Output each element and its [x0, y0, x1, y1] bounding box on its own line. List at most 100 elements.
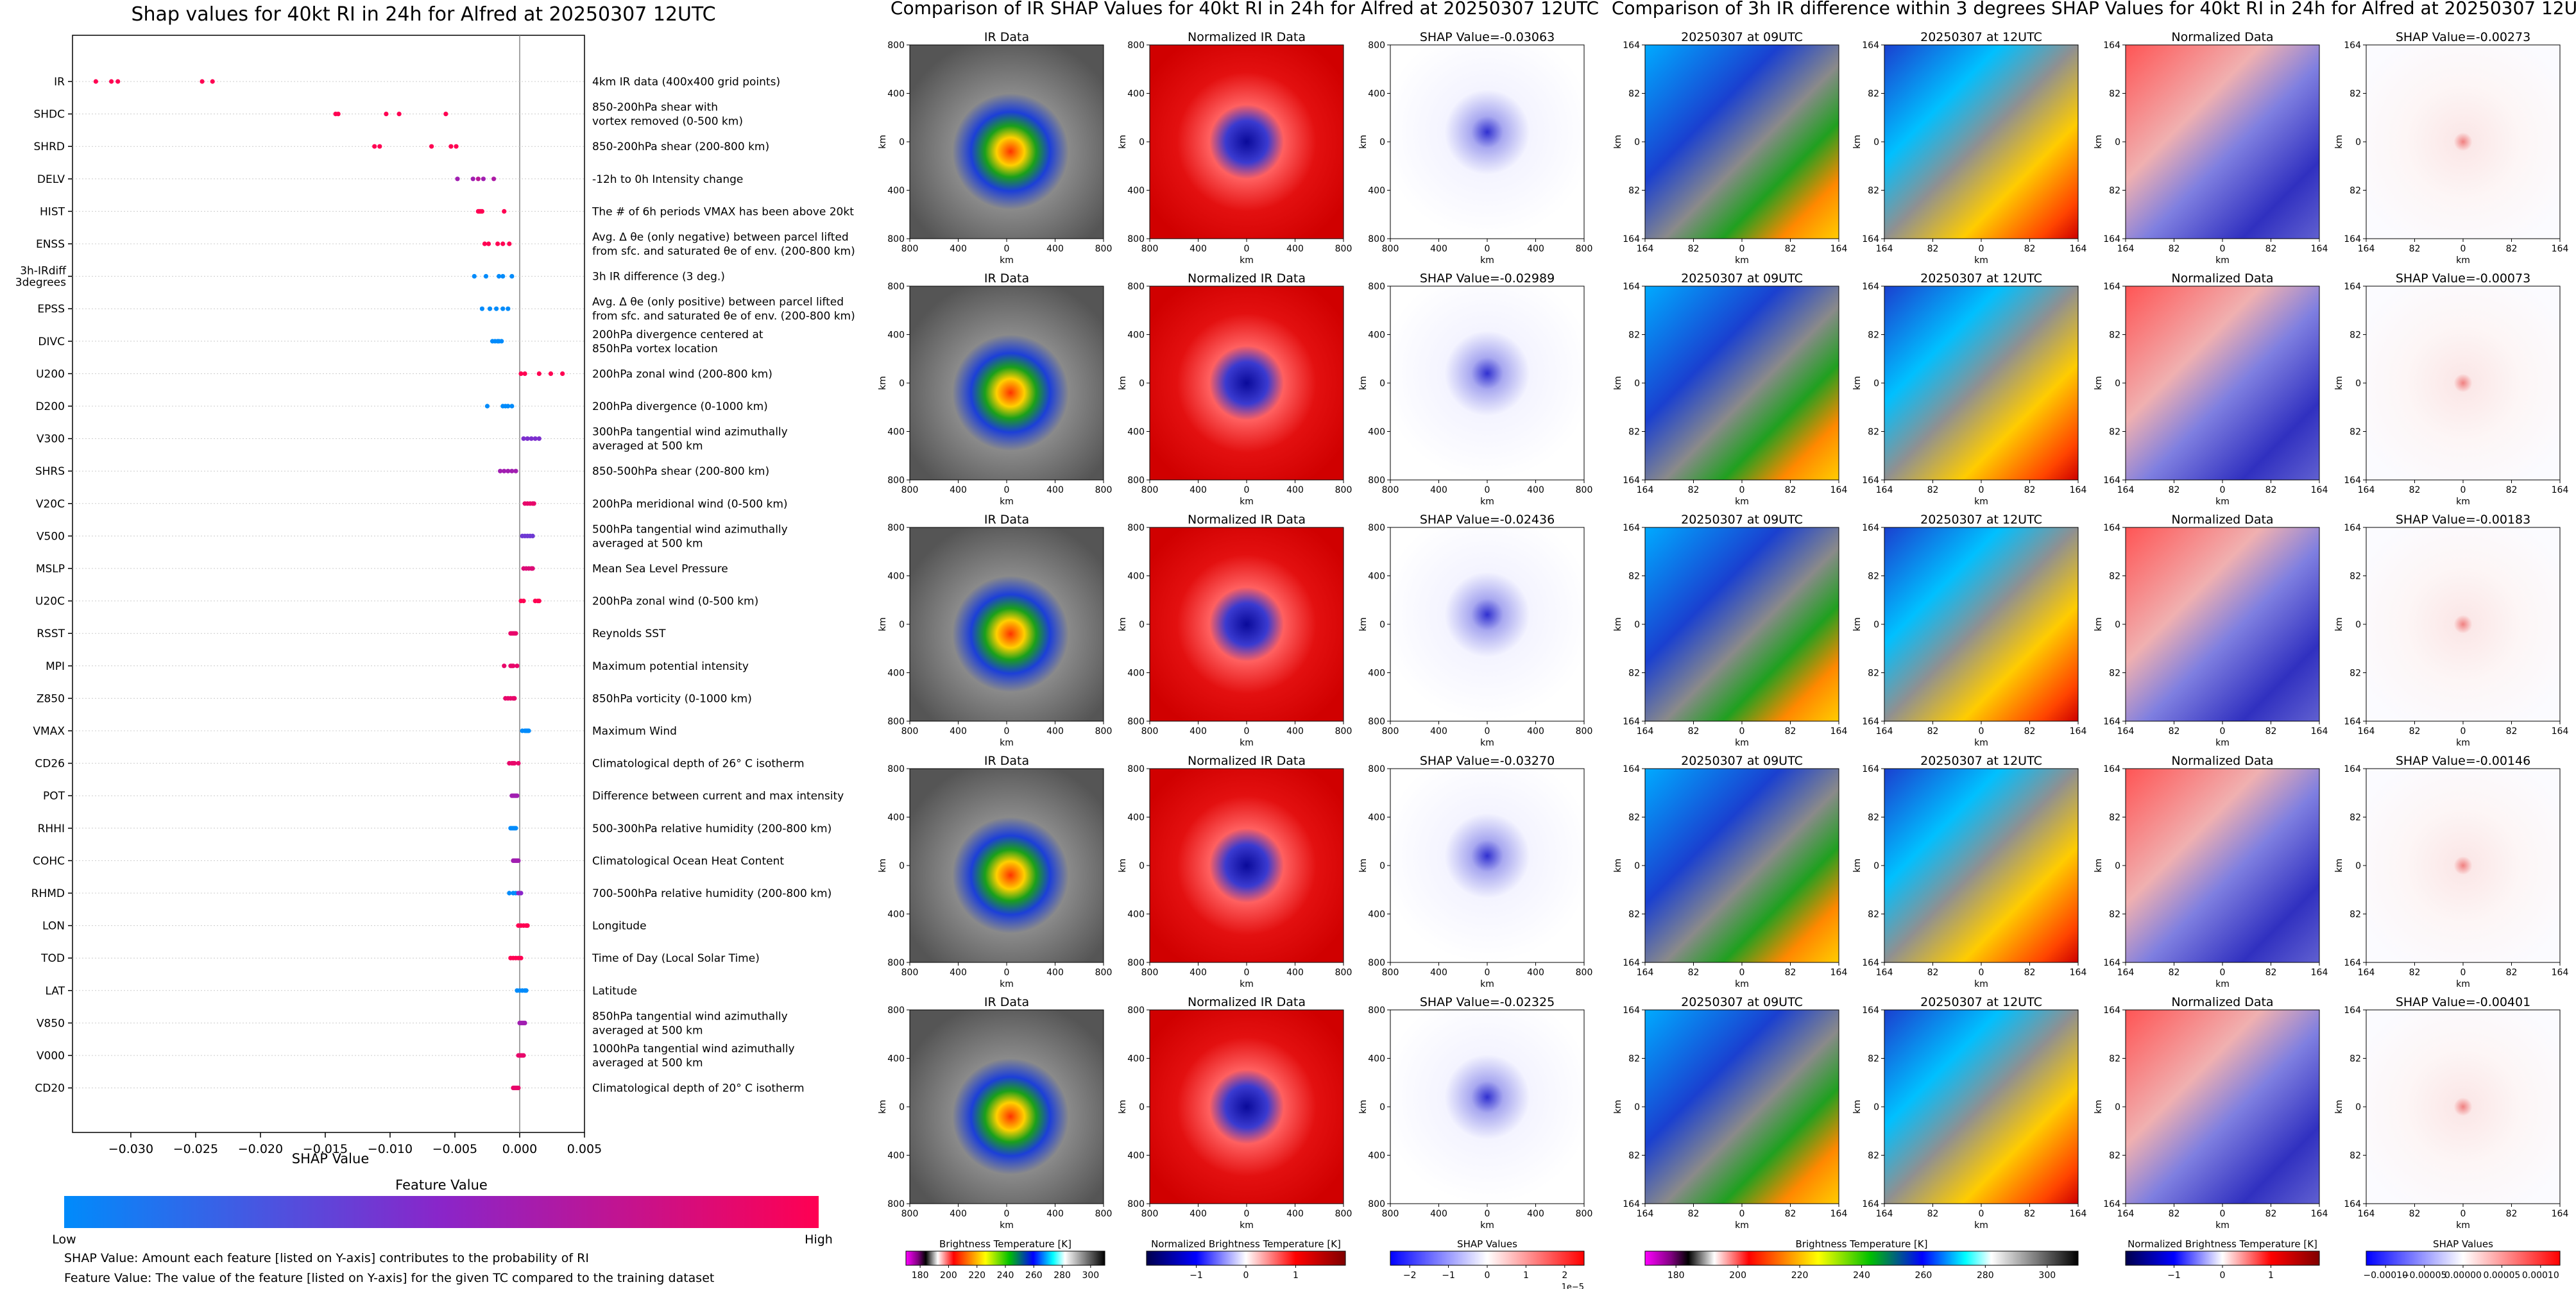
- x-tick-label: −0.020: [238, 1142, 283, 1156]
- x-tick-label: 400: [1190, 244, 1207, 254]
- x-tick-label: 164: [1830, 726, 1848, 737]
- x-tick-label: 164: [2552, 244, 2569, 254]
- y-tick-label: 164: [1623, 282, 1640, 292]
- colorbar-tick-label: 240: [997, 1270, 1014, 1281]
- feature-description: 3h IR difference (3 deg.): [592, 271, 725, 284]
- x-tick-label: 164: [2070, 968, 2087, 978]
- y-tick-label: 82: [1628, 1054, 1640, 1064]
- y-tick-label: 0: [2115, 1102, 2120, 1113]
- panel-title: Normalized IR Data: [1188, 30, 1306, 44]
- y-axis-label: km: [1358, 376, 1369, 390]
- shap-point: [516, 1086, 521, 1091]
- x-tick-label: 164: [2358, 244, 2375, 254]
- colorbar: [1146, 1251, 1346, 1266]
- y-tick-label: 82: [2109, 89, 2120, 99]
- x-axis-label: km: [1000, 1220, 1014, 1231]
- x-tick-label: 82: [1927, 244, 1939, 254]
- shap-point: [515, 793, 520, 798]
- x-tick-label: 0: [1244, 244, 1250, 254]
- feature-name-label: POT: [43, 790, 65, 803]
- x-tick-label: 0: [1244, 968, 1250, 978]
- y-tick-label: 800: [1368, 958, 1385, 968]
- x-tick-label: 400: [1430, 1209, 1447, 1219]
- y-tick-label: 82: [2109, 669, 2120, 679]
- y-tick-label: 0: [1139, 861, 1145, 871]
- feature-name-label: VMAX: [33, 725, 65, 738]
- shap-point: [372, 144, 377, 149]
- x-tick-label: 164: [2552, 1209, 2569, 1219]
- x-tick-label: −0.010: [368, 1142, 413, 1156]
- x-tick-label: 164: [1830, 485, 1848, 495]
- y-tick-label: 0: [1139, 1102, 1145, 1113]
- x-tick-label: 164: [1637, 1209, 1654, 1219]
- x-tick-label: 164: [1830, 1209, 1848, 1219]
- x-tick-label: 400: [950, 485, 967, 495]
- x-tick-label: 82: [2506, 1209, 2518, 1219]
- shap-value-title: SHAP Value=-0.00273: [2396, 30, 2530, 44]
- shap-point: [475, 176, 481, 182]
- x-axis-label: km: [1735, 255, 1749, 266]
- y-tick-label: 164: [2344, 523, 2361, 533]
- normalized-ir-image: [1150, 286, 1343, 480]
- shap-point: [509, 468, 515, 474]
- shap-point: [513, 826, 518, 831]
- x-tick-label: 0: [1485, 244, 1490, 254]
- x-tick-label: 400: [1286, 968, 1304, 978]
- shap-point: [530, 566, 535, 571]
- x-axis-label: km: [1480, 738, 1494, 748]
- feature-description: 200hPa zonal wind (0-500 km): [592, 595, 758, 608]
- colorbar-tick-label: 0: [1485, 1270, 1490, 1281]
- x-tick-label: 400: [1527, 968, 1544, 978]
- y-tick-label: 164: [1623, 234, 1640, 244]
- y-tick-label: 82: [2350, 813, 2361, 823]
- x-tick-label: 400: [950, 1209, 967, 1219]
- y-tick-label: 0: [1379, 1102, 1385, 1113]
- y-tick-label: 164: [1623, 40, 1640, 51]
- y-tick-label: 800: [887, 958, 905, 968]
- shap-point: [487, 306, 493, 311]
- y-tick-label: 800: [1127, 523, 1145, 533]
- shap-point: [526, 728, 531, 733]
- shap-point: [491, 176, 497, 182]
- colorbar: [1390, 1251, 1585, 1266]
- y-tick-label: 800: [1368, 1199, 1385, 1209]
- feature-name-label: DELV: [37, 173, 65, 186]
- y-tick-label: 164: [1623, 1199, 1640, 1209]
- shap-point: [443, 112, 448, 117]
- y-tick-label: 82: [1868, 427, 1879, 438]
- y-tick-label: 800: [1368, 717, 1385, 727]
- y-axis-label: km: [1613, 858, 1623, 873]
- ir-data-image: [910, 286, 1104, 480]
- x-tick-label: 82: [2169, 968, 2180, 978]
- feature-description: -12h to 0h Intensity change: [592, 173, 743, 186]
- shap-point: [524, 988, 529, 993]
- feature-description: Climatological depth of 26° C isotherm: [592, 758, 805, 771]
- y-axis-label: km: [1358, 858, 1369, 873]
- colorbar-label: Brightness Temperature [K]: [1796, 1238, 1928, 1250]
- x-tick-label: 400: [950, 968, 967, 978]
- x-tick-label: 400: [1190, 968, 1207, 978]
- x-tick-label: 82: [2169, 1209, 2180, 1219]
- x-tick-label: 82: [1688, 244, 1700, 254]
- ir-diff-title: Comparison of 3h IR difference within 3 …: [1612, 0, 2576, 19]
- x-axis-label: km: [1735, 497, 1749, 507]
- x-tick-label: 400: [1430, 485, 1447, 495]
- y-tick-label: 164: [2344, 1199, 2361, 1209]
- colorbar: [2125, 1251, 2320, 1266]
- y-tick-label: 164: [2344, 282, 2361, 292]
- shap-point: [522, 371, 527, 377]
- y-tick-label: 82: [2109, 572, 2120, 582]
- y-tick-label: 400: [1368, 427, 1385, 438]
- y-tick-label: 82: [2350, 89, 2361, 99]
- y-axis-label: km: [1852, 858, 1863, 873]
- x-tick-label: 800: [1576, 726, 1593, 737]
- ir-data-image: [910, 45, 1104, 239]
- colorbar-tick-label: 280: [1977, 1270, 1994, 1281]
- feature-description: averaged at 500 km: [592, 1057, 703, 1070]
- x-tick-label: 82: [2506, 485, 2518, 495]
- y-tick-label: 400: [1368, 89, 1385, 99]
- shap-point: [494, 306, 499, 311]
- x-tick-label: 400: [1046, 244, 1064, 254]
- shap-point: [498, 468, 503, 474]
- y-axis-label: km: [1613, 617, 1623, 631]
